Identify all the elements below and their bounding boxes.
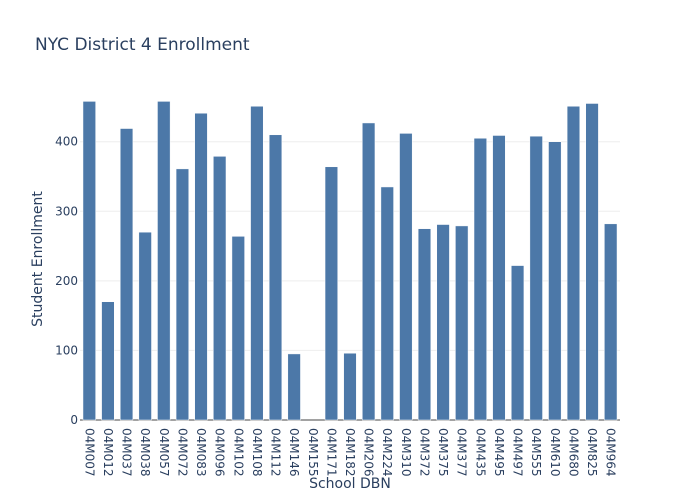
x-tick-label: 04M007 — [82, 428, 96, 477]
bar-04M037[interactable] — [119, 128, 134, 421]
bar-04M435[interactable] — [473, 138, 487, 421]
bar-04M108[interactable] — [250, 106, 264, 421]
x-tick-label: 04M372 — [417, 428, 431, 477]
bar-04M224[interactable] — [380, 186, 394, 421]
x-tick-label: 04M112 — [269, 428, 283, 477]
bar-04M102[interactable] — [231, 236, 245, 421]
x-tick-label: 04M495 — [492, 428, 506, 477]
x-tick-label: 04M012 — [101, 428, 115, 477]
y-axis-title: Student Enrollment — [30, 191, 46, 327]
bar-04M206[interactable] — [362, 122, 376, 421]
x-tick-label: 04M310 — [399, 428, 413, 477]
x-tick-label: 04M096 — [213, 428, 227, 477]
x-tick-label: 04M375 — [436, 428, 450, 477]
y-tick-label: 300 — [55, 204, 78, 218]
bar-04M610[interactable] — [548, 141, 562, 421]
bar-04M497[interactable] — [511, 265, 525, 421]
bar-04M680[interactable] — [566, 106, 581, 421]
x-tick-label: 04M038 — [138, 428, 152, 477]
bar-04M057[interactable] — [157, 101, 171, 421]
chart-title: NYC District 4 Enrollment — [35, 35, 250, 55]
bar-04M555[interactable] — [529, 135, 543, 421]
x-tick-label: 04M555 — [529, 428, 543, 477]
x-tick-label: 04M155 — [306, 428, 320, 477]
bar-04M310[interactable] — [399, 133, 413, 421]
x-tick-label: 04M037 — [120, 428, 134, 477]
x-tick-label: 04M680 — [566, 428, 580, 477]
x-tick-label: 04M964 — [604, 428, 618, 477]
bar-04M372[interactable] — [417, 228, 432, 421]
x-tick-label: 04M182 — [343, 428, 357, 477]
x-tick-label: 04M072 — [175, 428, 189, 477]
bars — [82, 101, 618, 421]
x-tick-label: 04M377 — [455, 428, 469, 477]
bar-04M007[interactable] — [82, 101, 96, 421]
x-tick-label: 04M083 — [194, 428, 208, 477]
bar-04M825[interactable] — [585, 103, 599, 421]
y-tick-label: 100 — [55, 343, 78, 357]
x-tick-label: 04M435 — [473, 428, 487, 477]
x-tick-label: 04M057 — [157, 428, 171, 477]
bar-04M112[interactable] — [268, 134, 283, 421]
bar-04M072[interactable] — [175, 168, 189, 421]
bar-04M495[interactable] — [492, 135, 506, 421]
bar-04M377[interactable] — [455, 225, 469, 421]
bar-04M083[interactable] — [194, 112, 208, 421]
x-tick-label: 04M224 — [380, 428, 394, 477]
bar-04M182[interactable] — [343, 352, 357, 421]
x-tick-label: 04M102 — [231, 428, 245, 477]
bar-04M038[interactable] — [138, 231, 152, 421]
x-tick-label: 04M171 — [324, 428, 338, 477]
x-tick-label: 04M497 — [511, 428, 525, 477]
bar-04M171[interactable] — [324, 166, 338, 421]
x-tick-label: 04M825 — [585, 428, 599, 477]
x-axis-title: School DBN — [309, 476, 391, 492]
x-tick-label: 04M610 — [548, 428, 562, 477]
bar-04M146[interactable] — [287, 353, 301, 421]
bar-04M964[interactable] — [604, 223, 618, 421]
y-tick-labels: 0 100 200 300 400 — [55, 135, 78, 427]
x-tick-label: 04M146 — [287, 428, 301, 477]
x-tick-label: 04M108 — [250, 428, 264, 477]
y-tick-label: 0 — [70, 413, 78, 427]
bar-04M096[interactable] — [213, 156, 227, 421]
bar-04M012[interactable] — [101, 301, 115, 421]
y-tick-label: 400 — [55, 135, 78, 149]
x-tick-label: 04M206 — [362, 428, 376, 477]
x-tick-labels: 04M007 04M012 04M037 04M038 04M057 04M072 04M0… — [82, 428, 617, 477]
bar-04M375[interactable] — [436, 224, 450, 421]
y-tick-label: 200 — [55, 274, 78, 288]
